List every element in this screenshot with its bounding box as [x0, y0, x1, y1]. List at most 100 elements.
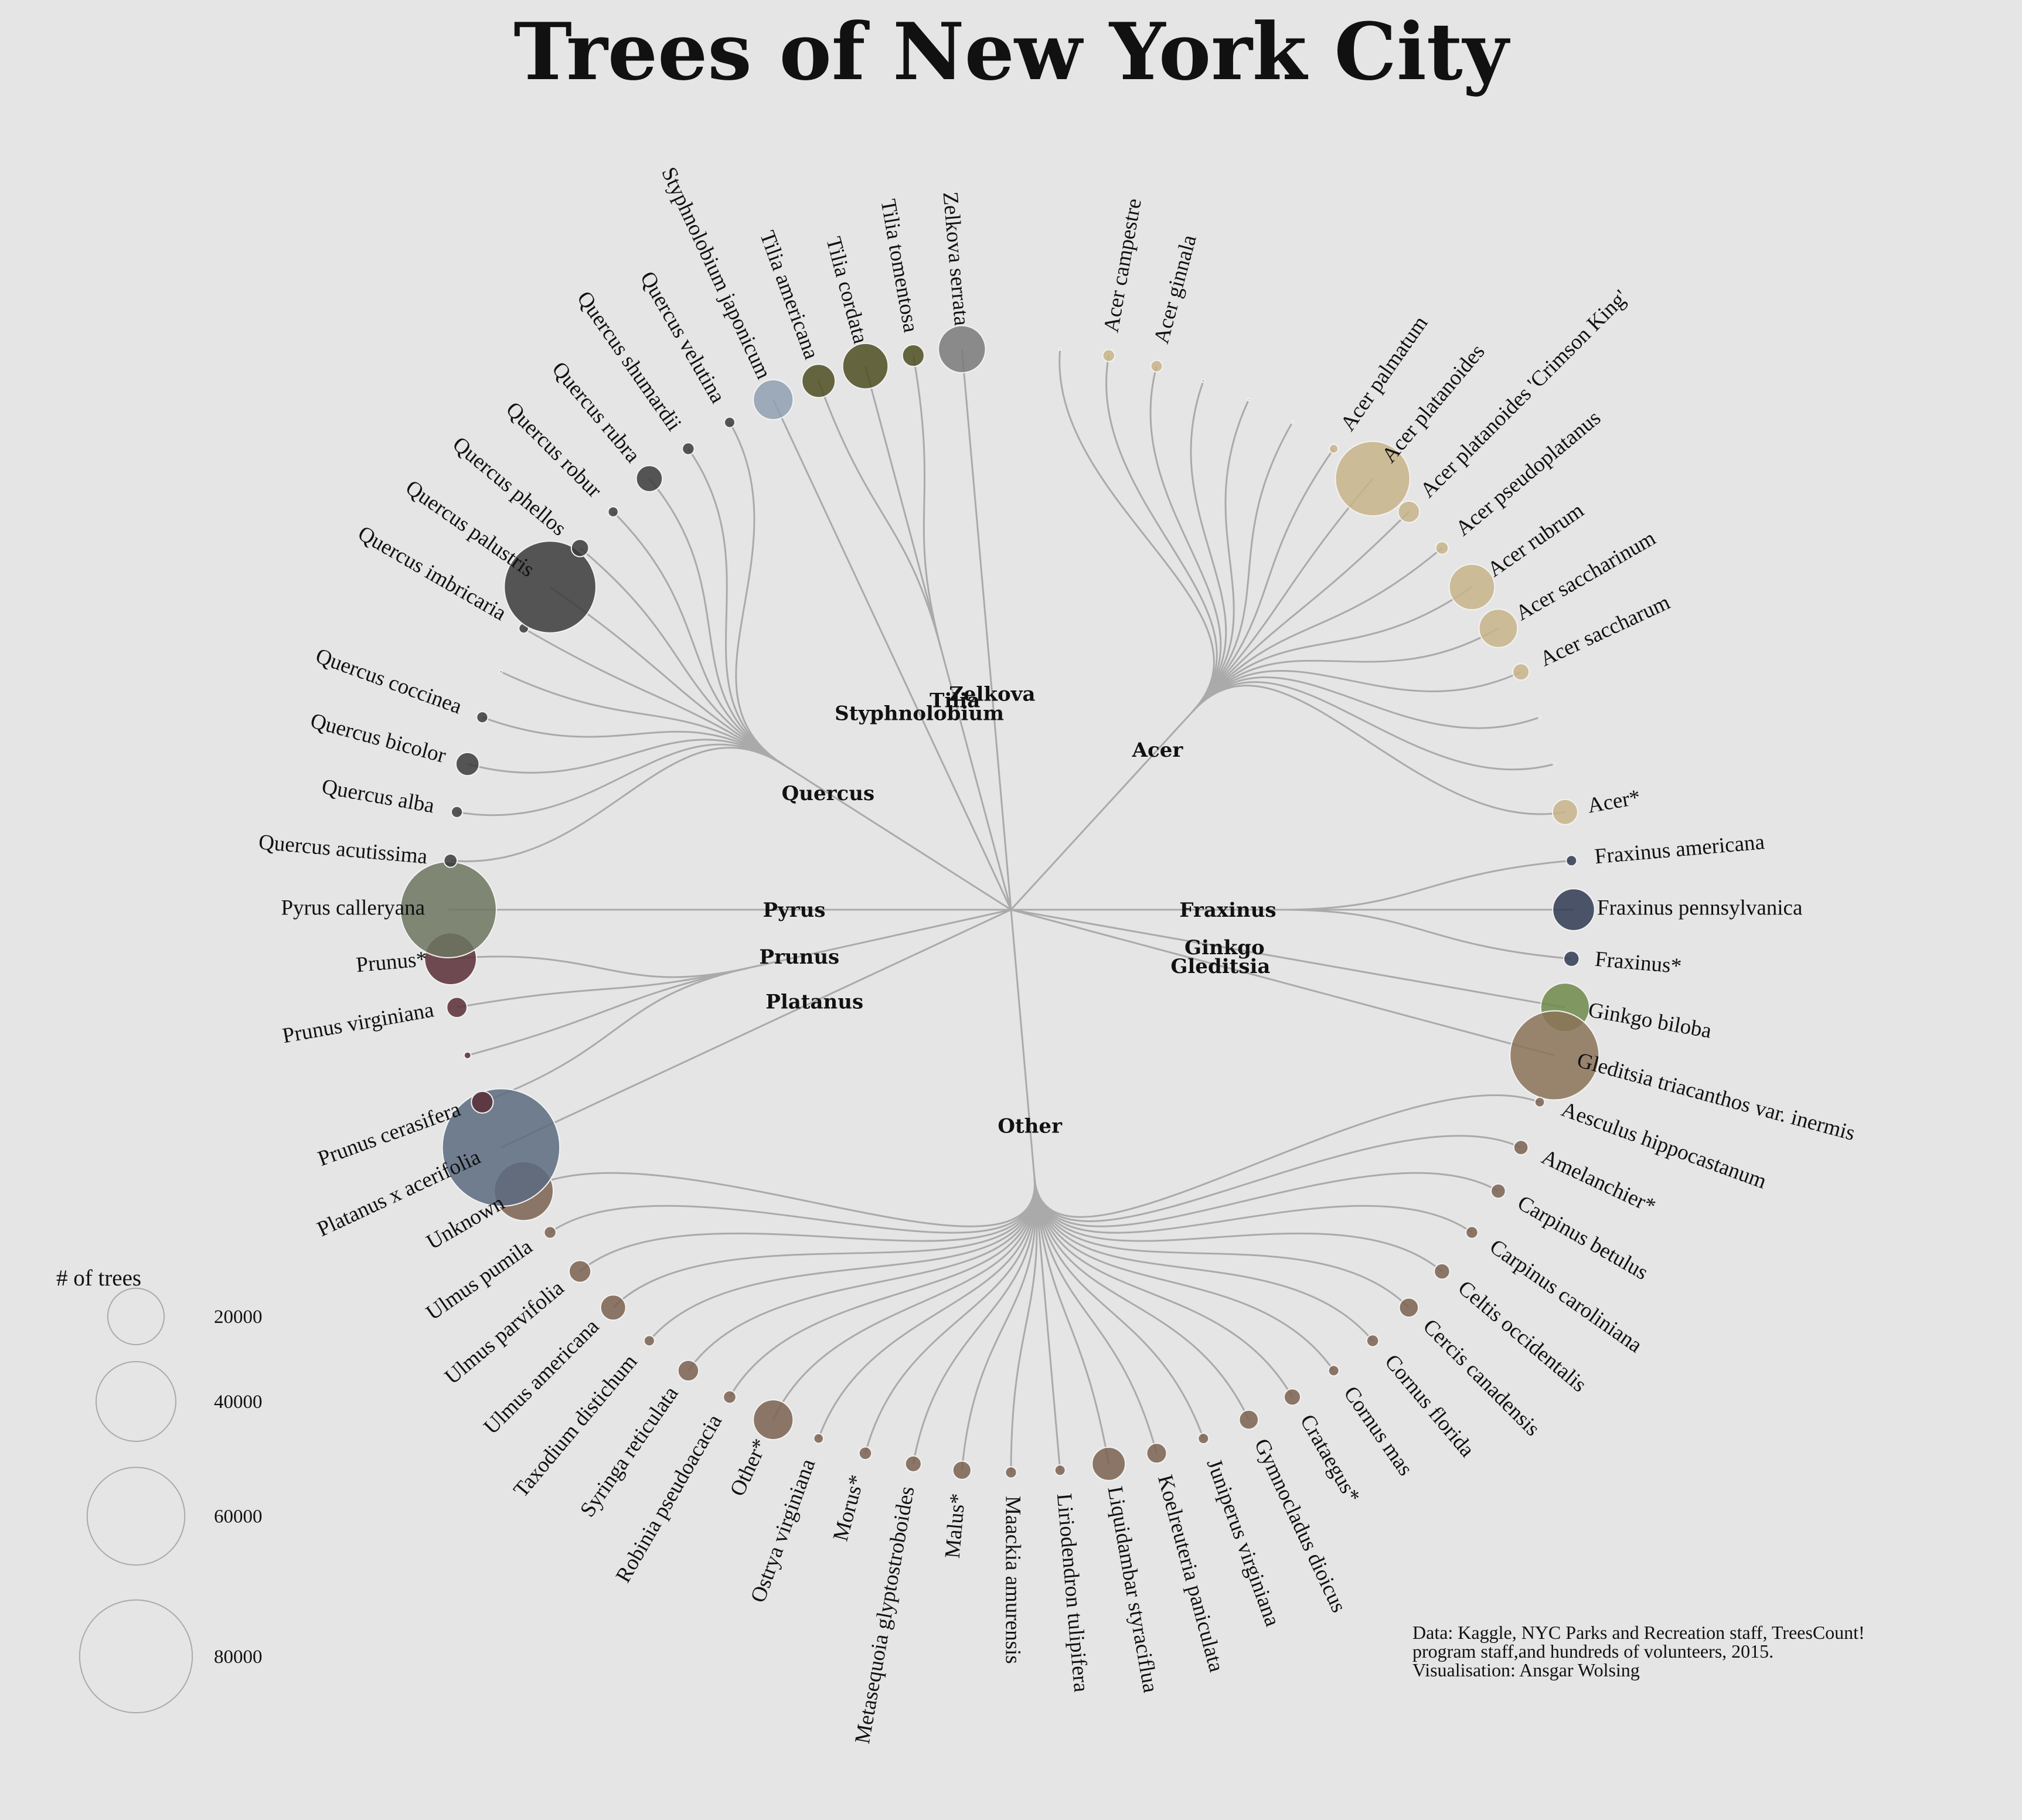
link-quercus-alba: [457, 743, 784, 817]
legend-circle-40000: [96, 1361, 176, 1442]
link-tilia-americana: [818, 380, 942, 650]
bubble-quercus-palustris: [503, 540, 597, 634]
genus-label-platanus: Platanus: [765, 990, 863, 1013]
link-acer-platanoides-crimson-king: [1192, 511, 1410, 712]
link-tilia-cordata: [864, 366, 942, 650]
species-label-quercus-coccinea: Quercus coccinea: [312, 644, 465, 719]
link-syringa-reticulata: [687, 1178, 1036, 1372]
link-malus: [961, 1178, 1037, 1471]
bubble-carpinus-caroliniana: [1465, 1226, 1479, 1239]
link-acer-13: [1192, 676, 1540, 729]
link-trunk-ginkgo: [1010, 909, 1277, 958]
link-quercus-4: [501, 671, 784, 766]
bubbles-layer: [400, 325, 1600, 1481]
bubble-acer-5: [1291, 420, 1294, 424]
link-liquidambar-styraciflua: [1033, 1178, 1110, 1464]
bubble-acer-ginnala: [1150, 359, 1163, 373]
legend-label-40000: 40000: [214, 1392, 263, 1413]
species-label-tilia-cordata: Tilia cordata: [821, 234, 873, 346]
species-label-styphnolobium-japonicum: Styphnolobium japonicum: [656, 164, 776, 383]
bubble-metasequoia-glyptostroboides: [904, 1455, 922, 1472]
link-crataegus: [1033, 1178, 1293, 1398]
species-label-crataegus: Crataegus*: [1295, 1410, 1365, 1507]
species-label-prunus: Prunus*: [355, 947, 428, 977]
bubble-quercus-phellos: [570, 539, 590, 557]
link-amelanchier: [1033, 1135, 1521, 1222]
species-label-unknown: Unknown: [423, 1191, 509, 1254]
legend-label-20000: 20000: [214, 1307, 263, 1328]
link-cercis-canadensis: [1033, 1178, 1410, 1308]
link-trunk-acer: [1010, 710, 1194, 911]
species-label-quercus-acutissima: Quercus acutissima: [258, 830, 428, 869]
link-morus: [864, 1178, 1036, 1454]
bubble-zelkova-serrata: [938, 325, 986, 373]
genus-label-prunus: Prunus: [759, 945, 839, 969]
bubble-acer-saccharum: [1512, 663, 1530, 681]
link-acer-14: [1192, 681, 1555, 771]
bubble-morus: [858, 1446, 873, 1461]
bubble-platanus-x-acerifolia: [441, 1088, 561, 1207]
bubble-koelreuteria-paniculata: [1146, 1443, 1167, 1464]
species-label-pyrus-calleryana: Pyrus calleryana: [281, 896, 425, 920]
bubble-quercus-rubra: [635, 465, 663, 492]
link-acer-palmatum: [1192, 448, 1335, 712]
bubble-acer-platanoides-crimson-king: [1397, 500, 1421, 523]
link-ginkgo-biloba: [1276, 955, 1565, 1009]
bubble-tilia-cordata: [842, 342, 889, 390]
link-cornus-mas: [1033, 1178, 1335, 1372]
genus-label-styphnolobium: Styphnolobium: [835, 702, 1004, 726]
bubble-tilia-americana: [801, 363, 836, 399]
link-acer-3: [1190, 380, 1227, 712]
link-acer-saccharinum: [1192, 627, 1499, 712]
bubble-quercus-velutina: [724, 416, 736, 428]
link-carpinus-betulus: [1033, 1172, 1499, 1227]
bubble-syringa-reticulata: [677, 1359, 700, 1382]
link-quercus-shumardii: [687, 448, 784, 766]
link-acer-saccharum: [1192, 669, 1521, 712]
link-quercus-acutissima: [450, 747, 784, 862]
link-cornus-florida: [1033, 1178, 1374, 1342]
link-trunk-zelkova: [986, 641, 1012, 910]
bubble-liriodendron-tulipifera: [1054, 1464, 1066, 1477]
link-quercus-velutina: [729, 421, 784, 766]
genus-label-pyrus: Pyrus: [762, 899, 825, 922]
species-label-quercus-bicolor: Quercus bicolor: [308, 709, 448, 768]
link-ulmus-parvifolia: [579, 1178, 1036, 1273]
bubble-quercus-4: [499, 670, 503, 674]
genus-label-other: Other: [998, 1115, 1063, 1138]
species-label-ginkgo-biloba: Ginkgo biloba: [1587, 998, 1714, 1043]
source-line-3: Visualisation: Ansgar Wolsing: [1412, 1659, 1640, 1680]
bubble-celtis-occidentalis: [1434, 1263, 1451, 1280]
link-tilia-tomentosa: [912, 355, 942, 650]
source-line-2: program staff,and hundreds of volunteers…: [1412, 1641, 1773, 1662]
legend-circle-20000: [107, 1287, 165, 1345]
link-zelkova-serrata: [961, 349, 989, 641]
link-acer-0: [1058, 349, 1215, 712]
link-taxodium-distichum: [648, 1178, 1036, 1342]
link-quercus-coccinea: [482, 716, 784, 766]
bubble-liquidambar-styraciflua: [1091, 1447, 1126, 1481]
source-line-1: Data: Kaggle, NYC Parks and Recreation s…: [1412, 1622, 1865, 1643]
bubble-tilia-tomentosa: [901, 344, 925, 368]
species-label-zelkova-serrata: Zelkova serrata: [938, 191, 973, 327]
link-prunus-virginiana: [457, 967, 748, 1009]
link-unknown: [523, 1172, 1036, 1227]
bubble-other: [753, 1399, 794, 1441]
bubble-malus: [952, 1460, 972, 1480]
link-acer-4: [1192, 399, 1250, 712]
bubble-acer-13: [1538, 715, 1542, 719]
bubble-quercus-acutissima: [443, 853, 458, 868]
bubble-acer-0: [1058, 347, 1062, 351]
species-label-fraxinus: Fraxinus*: [1594, 947, 1683, 979]
bubble-quercus-robur: [607, 506, 619, 518]
bubble-acer-3: [1201, 379, 1206, 383]
size-legend: # of trees 20000 40000 60000 80000: [56, 1266, 263, 1714]
link-ulmus-americana: [612, 1178, 1036, 1308]
legend-circle-60000: [86, 1467, 186, 1566]
link-acer-platanoides: [1192, 478, 1374, 712]
link-fraxinus-americana: [1280, 859, 1572, 911]
link-trunk-prunus: [747, 909, 1012, 969]
bubble-maackia-amurensis: [1005, 1466, 1017, 1479]
species-label-acer-campestre: Acer campestre: [1099, 197, 1146, 335]
